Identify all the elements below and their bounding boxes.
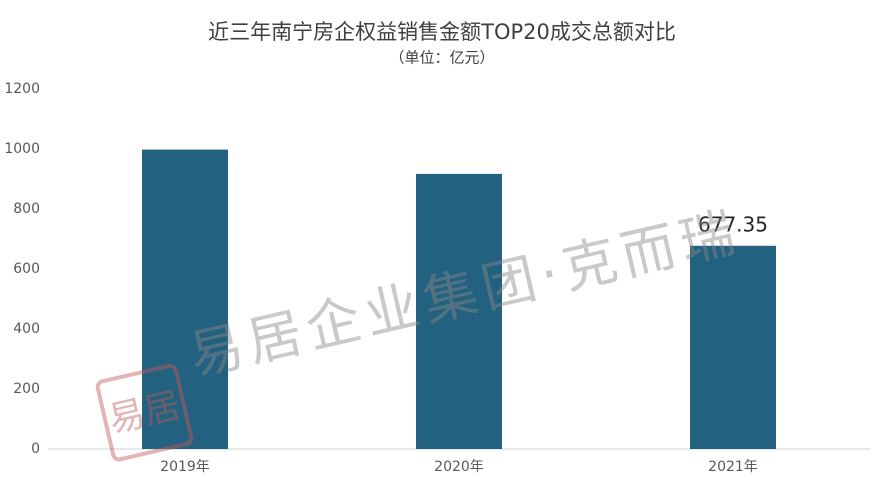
x-tick-label: 2019年 [160,459,210,475]
y-tick-label: 400 [13,321,40,337]
y-tick-label: 1200 [4,81,40,97]
y-tick-label: 0 [31,441,40,457]
y-tick-label: 600 [13,261,40,277]
y-tick-label: 800 [13,201,40,217]
y-tick-label: 1000 [4,141,40,157]
y-tick-label: 200 [13,381,40,397]
value-label: 677.35 [698,212,768,236]
bar [142,149,228,449]
bar [416,173,502,449]
bar [690,245,776,449]
seal-box [95,363,194,462]
x-tick-label: 2020年 [434,459,484,475]
chart-title: 近三年南宁房企权益销售金额TOP20成交总额对比 [208,20,676,44]
chart-subtitle: （单位：亿元） [389,49,494,67]
x-tick-label: 2021年 [708,459,758,475]
